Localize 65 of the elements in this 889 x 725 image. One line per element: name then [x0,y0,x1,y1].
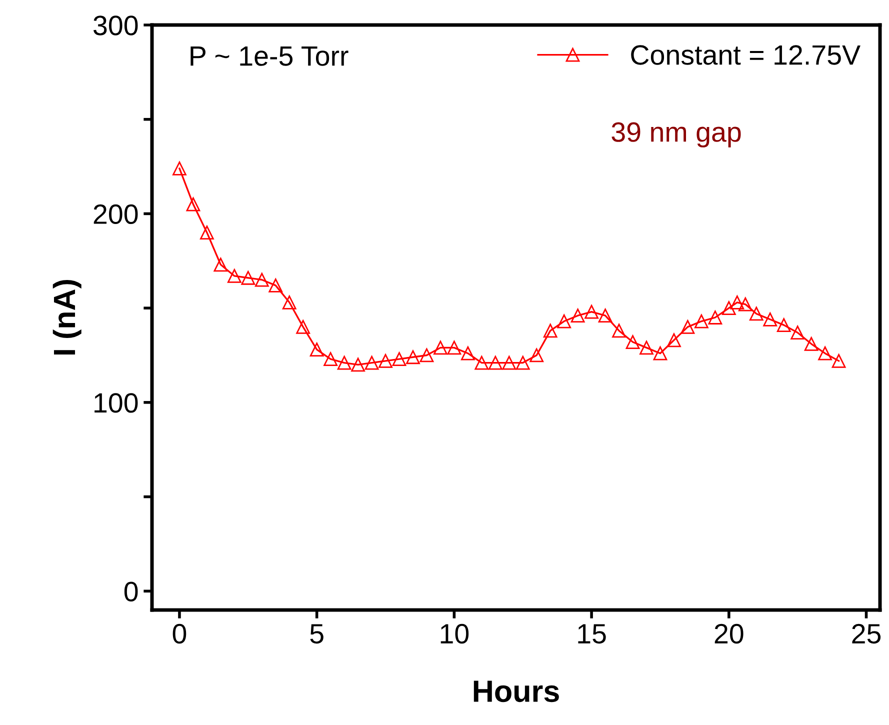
point [626,335,640,349]
point [406,350,420,364]
point [364,356,379,370]
point [241,270,256,285]
point [474,356,489,370]
x-tick-label: 5 [310,624,324,644]
point [254,272,269,287]
annotation: 39 nm gap [612,122,741,148]
point [337,356,352,370]
point [447,340,462,355]
x-axis-title: Hours [474,680,559,702]
point [730,295,744,310]
point [722,301,736,316]
point [738,297,752,312]
point [584,304,598,319]
point [667,333,681,348]
y-tick-label: 200 [94,204,138,224]
y-axis-title: I (nA) [52,280,82,354]
point [420,348,434,362]
x-tick-label: 10 [440,624,469,644]
point [804,336,818,351]
point [296,320,310,334]
point [570,308,585,323]
point [640,340,654,355]
point [694,314,708,328]
point [516,356,530,370]
point [612,324,626,338]
point [200,226,214,240]
x-tick-label: 0 [172,624,186,644]
point [378,354,392,368]
y-tick-label: 0 [124,582,138,602]
point [488,356,502,370]
point [227,269,242,283]
point [543,324,558,338]
point [310,342,324,357]
point [324,352,338,366]
point [460,346,475,360]
point [763,312,778,326]
point [598,308,612,323]
point [268,278,283,292]
point [708,310,722,324]
point [680,320,695,334]
point [776,318,791,332]
x-tick-label: 20 [714,624,744,644]
y-tick-label: 100 [94,393,138,413]
point [530,348,544,362]
point [214,258,228,272]
annotation: P ~ 1e-5 Torr [190,46,348,66]
point [502,356,516,370]
point [282,295,296,310]
point [818,346,832,360]
point [653,346,668,360]
point [434,340,448,355]
legend-label: Constant = 12.75V [631,45,860,65]
point [172,161,186,176]
x-tick-label: 25 [852,624,881,644]
x-tick-label: 15 [578,624,606,644]
y-tick-label: 300 [94,16,138,36]
point [392,352,406,366]
point [351,358,365,372]
point [790,326,805,340]
point [186,197,200,212]
point [832,354,846,368]
point [749,306,764,321]
point [557,314,572,328]
